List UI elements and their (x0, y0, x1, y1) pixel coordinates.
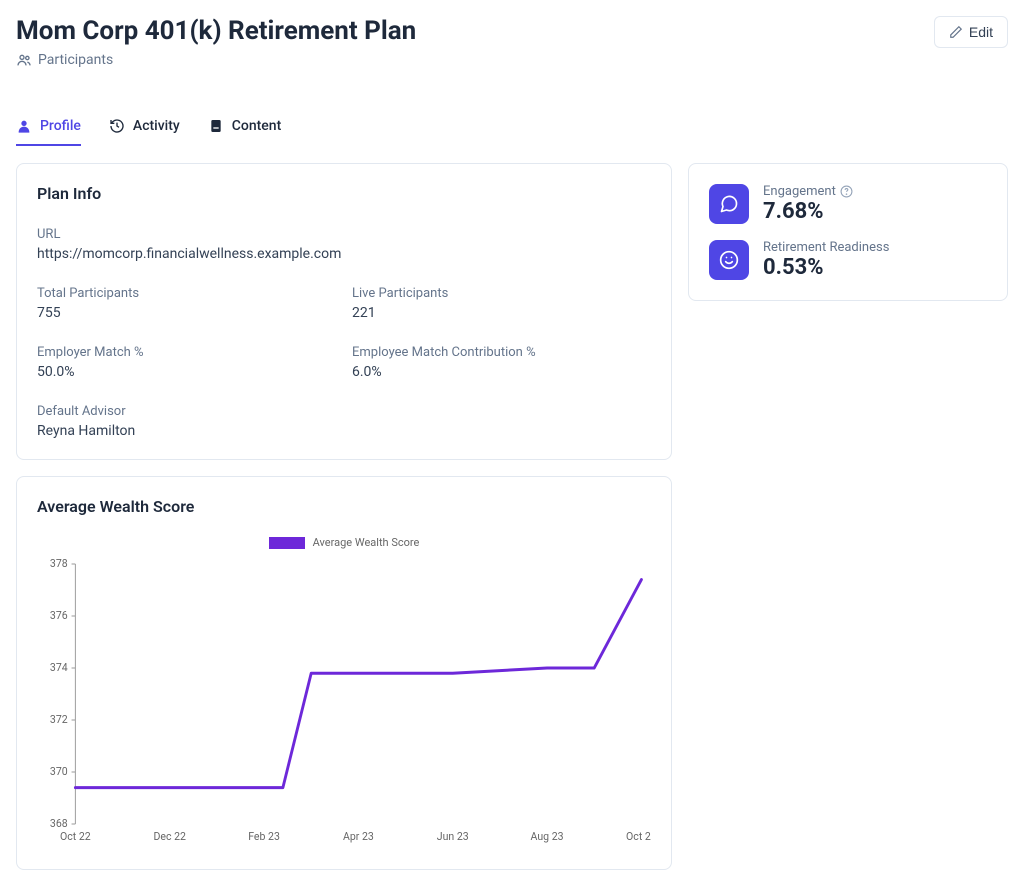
tab-profile[interactable]: Profile (16, 108, 81, 146)
total-participants-label: Total Participants (37, 286, 336, 301)
svg-text:Apr 23: Apr 23 (343, 830, 374, 843)
plan-info-card: Plan Info URL https://momcorp.financialw… (16, 163, 672, 460)
pencil-icon (949, 25, 963, 39)
svg-text:376: 376 (50, 609, 68, 622)
legend-label: Average Wealth Score (313, 536, 420, 549)
engagement-value: 7.68% (763, 199, 987, 224)
svg-text:378: 378 (50, 559, 68, 570)
employer-match-value: 50.0% (37, 364, 336, 380)
tab-content-label: Content (232, 118, 282, 134)
metrics-card: Engagement 7.68% Retirement Re (688, 163, 1008, 301)
engagement-label: Engagement (763, 184, 836, 199)
smile-icon (709, 240, 749, 280)
url-value: https://momcorp.financialwellness.exampl… (37, 246, 651, 262)
svg-text:Oct 23: Oct 23 (626, 830, 651, 843)
live-participants-value: 221 (352, 305, 651, 321)
live-participants-label: Live Participants (352, 286, 651, 301)
url-label: URL (37, 227, 651, 242)
help-icon[interactable] (840, 185, 853, 198)
tab-content[interactable]: Content (208, 108, 282, 146)
history-icon (109, 118, 125, 134)
legend-swatch (269, 537, 305, 549)
plan-info-title: Plan Info (37, 184, 651, 203)
chart-container: 368 370 372 374 376 378 Oct 22 Dec 22 Feb 23 Apr … (37, 559, 651, 849)
tab-activity-label: Activity (133, 118, 180, 134)
chat-icon (709, 184, 749, 224)
employee-contribution-label: Employee Match Contribution % (352, 345, 651, 360)
page-header: Mom Corp 401(k) Retirement Plan Particip… (16, 16, 1008, 68)
tabs: Profile Activity Content (16, 108, 1008, 147)
total-participants-value: 755 (37, 305, 336, 321)
chart-title: Average Wealth Score (37, 497, 651, 516)
line-chart: 368 370 372 374 376 378 Oct 22 Dec 22 Feb 23 Apr … (37, 559, 651, 849)
svg-text:Dec 22: Dec 22 (153, 830, 185, 843)
edit-button-label: Edit (969, 24, 993, 40)
user-icon (16, 118, 32, 134)
page-title: Mom Corp 401(k) Retirement Plan (16, 16, 934, 46)
tab-profile-label: Profile (40, 118, 81, 134)
chart-legend: Average Wealth Score (37, 536, 651, 549)
document-icon (208, 118, 224, 134)
svg-text:Oct 22: Oct 22 (60, 830, 91, 843)
default-advisor-label: Default Advisor (37, 404, 651, 419)
tab-activity[interactable]: Activity (109, 108, 180, 146)
svg-text:Aug 23: Aug 23 (531, 830, 564, 843)
svg-text:Jun 23: Jun 23 (437, 830, 469, 843)
employer-match-label: Employer Match % (37, 345, 336, 360)
default-advisor-value: Reyna Hamilton (37, 423, 651, 439)
svg-text:370: 370 (50, 765, 68, 778)
svg-text:Feb 23: Feb 23 (248, 830, 280, 843)
svg-text:374: 374 (50, 661, 68, 674)
svg-text:368: 368 (50, 817, 68, 830)
breadcrumb-label: Participants (38, 52, 113, 68)
retirement-readiness-value: 0.53% (763, 255, 987, 280)
employee-contribution-value: 6.0% (352, 364, 651, 380)
svg-text:372: 372 (50, 713, 68, 726)
participants-icon (16, 52, 32, 68)
chart-card: Average Wealth Score Average Wealth Scor… (16, 476, 672, 870)
metric-engagement: Engagement 7.68% (709, 184, 987, 224)
edit-button[interactable]: Edit (934, 16, 1008, 48)
retirement-readiness-label: Retirement Readiness (763, 240, 889, 255)
metric-retirement-readiness: Retirement Readiness 0.53% (709, 240, 987, 280)
breadcrumb[interactable]: Participants (16, 52, 934, 68)
